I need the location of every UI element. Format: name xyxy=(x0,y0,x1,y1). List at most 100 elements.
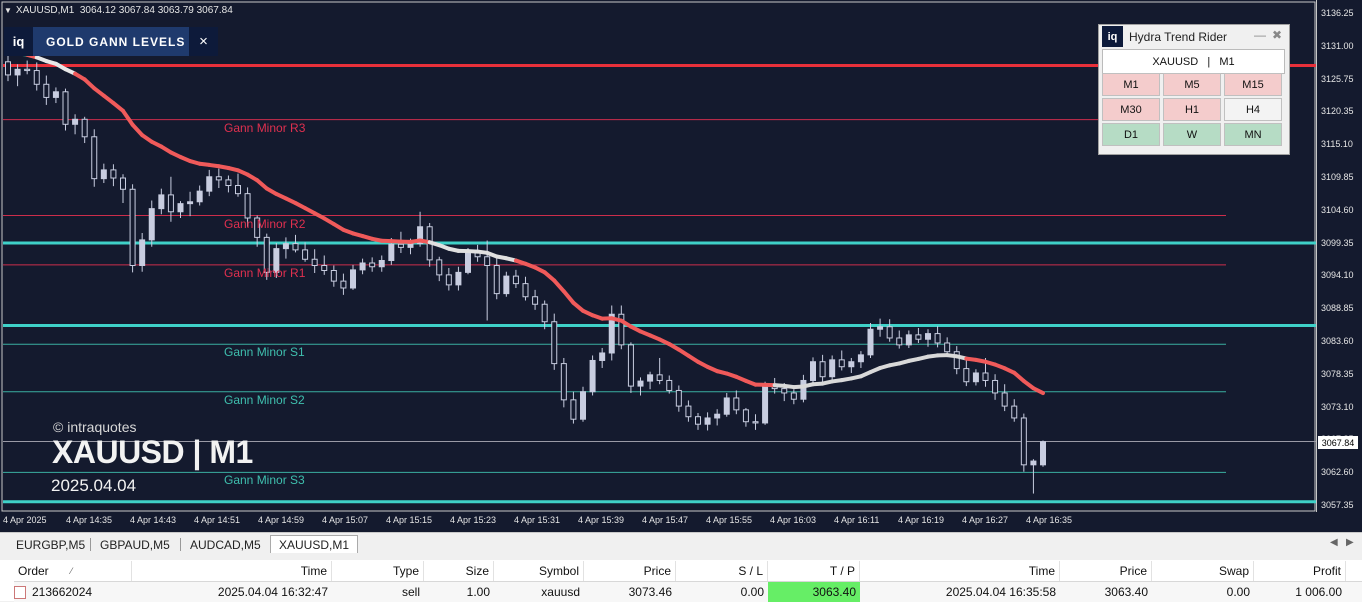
time-axis-label: 4 Apr 16:27 xyxy=(962,515,1008,525)
candle-body xyxy=(964,369,969,382)
candle-body xyxy=(331,270,336,281)
timeframe-button-h1[interactable]: H1 xyxy=(1163,98,1221,121)
tab-audcad-m5[interactable]: AUDCAD,M5 xyxy=(182,536,269,553)
column-header[interactable]: Order⁄ xyxy=(14,561,132,581)
price-axis-label: 3078.35 xyxy=(1321,369,1354,379)
candle-body xyxy=(811,362,816,381)
candle-body xyxy=(341,281,346,288)
column-header[interactable]: Swap xyxy=(1152,561,1254,581)
candle-body xyxy=(686,406,691,417)
tab-eurgbp-m5[interactable]: EURGBP,M5 xyxy=(8,536,93,553)
candle-body xyxy=(590,360,595,391)
candle-body xyxy=(887,327,892,338)
column-header[interactable]: Size xyxy=(424,561,494,581)
candle-body xyxy=(858,355,863,362)
price-axis-label: 3083.60 xyxy=(1321,336,1354,346)
close-icon[interactable]: ✖ xyxy=(1272,28,1282,42)
timeframe-button-m30[interactable]: M30 xyxy=(1102,98,1160,121)
tab-xauusd-m1[interactable]: XAUUSD,M1 xyxy=(270,535,358,553)
table-cell: 2025.04.04 16:32:47 xyxy=(132,582,332,602)
order-id: 213662024 xyxy=(32,585,92,599)
timeframe-button-w[interactable]: W xyxy=(1163,123,1221,146)
candle-body xyxy=(293,244,298,250)
gann-level-label: Gann Minor S1 xyxy=(224,345,305,359)
trend-line-segment xyxy=(554,281,564,292)
candle-body xyxy=(466,253,471,272)
minimize-icon[interactable]: — xyxy=(1254,28,1266,42)
candle-body xyxy=(1002,393,1007,406)
column-header[interactable]: Price xyxy=(1060,561,1152,581)
timeframe-button-h4[interactable]: H4 xyxy=(1224,98,1282,121)
time-axis-label: 4 Apr 16:19 xyxy=(898,515,944,525)
column-header[interactable]: Price xyxy=(584,561,676,581)
tab-prev-icon[interactable]: ◀ xyxy=(1330,537,1338,548)
candle-body xyxy=(236,186,241,194)
candle-body xyxy=(581,392,586,419)
candle-body xyxy=(351,270,356,288)
price-axis-label: 3062.60 xyxy=(1321,467,1354,477)
column-header[interactable]: Profit xyxy=(1254,561,1346,581)
sort-icon[interactable]: ⁄ xyxy=(71,566,73,576)
candle-body xyxy=(82,119,87,136)
table-cell: sell xyxy=(332,582,424,602)
tab-next-icon[interactable]: ▶ xyxy=(1346,537,1354,548)
gann-panel-close-button[interactable]: × xyxy=(189,27,218,56)
candle-body xyxy=(830,360,835,377)
candle-body xyxy=(552,322,557,364)
price-axis-label: 3099.35 xyxy=(1321,238,1354,248)
candle-body xyxy=(456,272,461,284)
candle-body xyxy=(1031,461,1036,465)
watermark-date: 2025.04.04 xyxy=(51,476,136,496)
time-axis-label: 4 Apr 2025 xyxy=(3,515,47,525)
time-axis-label: 4 Apr 14:35 xyxy=(66,515,112,525)
column-header[interactable]: Time xyxy=(132,561,332,581)
column-header[interactable]: Time xyxy=(860,561,1060,581)
candle-body xyxy=(408,244,413,248)
candle-body xyxy=(245,194,250,218)
gann-level-label: Gann Minor R1 xyxy=(224,266,305,280)
chart-menu-icon[interactable]: ▼ xyxy=(4,6,12,15)
trend-line-segment xyxy=(123,111,133,125)
column-header[interactable]: S / L xyxy=(676,561,768,581)
timeframe-button-d1[interactable]: D1 xyxy=(1102,123,1160,146)
time-axis-label: 4 Apr 15:15 xyxy=(386,515,432,525)
candle-body xyxy=(561,364,566,400)
column-header[interactable]: Symbol xyxy=(494,561,584,581)
price-axis-label: 3073.10 xyxy=(1321,402,1354,412)
candle-body xyxy=(791,393,796,399)
price-axis-label: 3104.60 xyxy=(1321,205,1354,215)
candle-body xyxy=(782,389,787,393)
candle-body xyxy=(906,335,911,345)
candle-body xyxy=(878,327,883,329)
column-header[interactable]: T / P xyxy=(768,561,860,581)
hydra-titlebar[interactable]: iq Hydra Trend Rider — ✖ xyxy=(1099,25,1289,48)
table-cell: 3063.40 xyxy=(1060,582,1152,602)
timeframe-button-m15[interactable]: M15 xyxy=(1224,73,1282,96)
tab-gbpaud-m5[interactable]: GBPAUD,M5 xyxy=(92,536,178,553)
candle-body xyxy=(360,263,365,270)
candle-body xyxy=(226,180,231,186)
candle-body xyxy=(446,275,451,285)
trend-line-segment xyxy=(133,125,143,135)
column-header[interactable]: Type xyxy=(332,561,424,581)
table-cell: xauusd xyxy=(494,582,584,602)
timeframe-button-m1[interactable]: M1 xyxy=(1102,73,1160,96)
candle-body xyxy=(571,400,576,419)
tab-separator xyxy=(90,538,91,551)
chart-symbol: XAUUSD,M1 xyxy=(16,5,74,16)
gann-level-label: Gann Minor S2 xyxy=(224,393,305,407)
candle-body xyxy=(504,276,509,293)
table-cell: 1.00 xyxy=(424,582,494,602)
timeframe-button-mn[interactable]: MN xyxy=(1224,123,1282,146)
candle-body xyxy=(370,263,375,267)
timeframe-button-m5[interactable]: M5 xyxy=(1163,73,1221,96)
candle-body xyxy=(494,265,499,293)
candle-body xyxy=(389,244,394,260)
table-cell: 0.00 xyxy=(676,582,768,602)
candle-body xyxy=(648,375,653,381)
price-axis-label: 3115.10 xyxy=(1321,139,1353,149)
